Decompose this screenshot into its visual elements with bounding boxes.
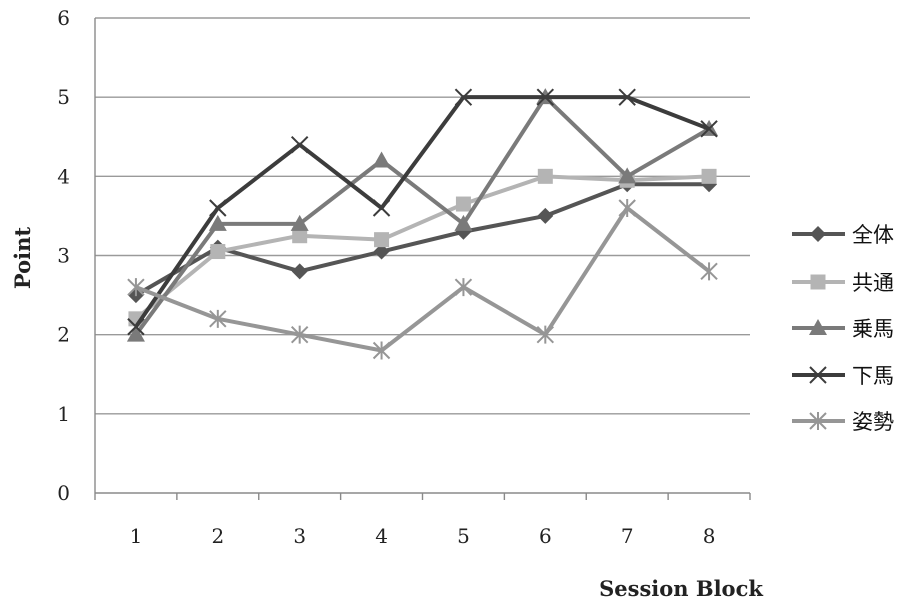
data-point xyxy=(372,341,391,360)
data-point xyxy=(700,262,718,281)
data-point xyxy=(208,214,227,231)
data-point xyxy=(700,120,718,138)
data-point xyxy=(290,135,309,154)
y-axis-title: Point xyxy=(10,227,35,289)
data-point xyxy=(536,325,555,344)
data-point xyxy=(372,199,391,217)
data-point xyxy=(209,309,227,328)
legend-item: 下馬 xyxy=(792,364,894,388)
y-tick-label: 3 xyxy=(57,244,70,268)
data-point xyxy=(455,196,471,212)
data-point xyxy=(126,325,145,342)
axes xyxy=(94,18,751,500)
data-point xyxy=(809,319,827,335)
series-star xyxy=(127,199,718,360)
series-line xyxy=(134,95,711,336)
data-point xyxy=(809,366,827,384)
data-point xyxy=(810,274,826,290)
data-point xyxy=(454,214,473,231)
data-point xyxy=(291,263,308,280)
tick-labels: 0 1 2 3 4 5 6 1 2 3 4 5 6 7 8 xyxy=(57,6,715,548)
series-line xyxy=(135,206,711,353)
data-point xyxy=(209,199,227,217)
data-point xyxy=(454,88,473,106)
data-point xyxy=(701,168,717,184)
series-lines xyxy=(126,88,719,360)
series-x xyxy=(127,88,718,336)
legend-label: 乗馬 xyxy=(852,317,894,341)
x-tick-label: 7 xyxy=(621,524,634,548)
legend-label: 共通 xyxy=(852,271,894,295)
series-line xyxy=(134,182,710,297)
y-tick-label: 0 xyxy=(57,481,70,505)
data-point xyxy=(292,228,308,244)
legend-item: 全体 xyxy=(792,223,894,247)
data-point xyxy=(290,214,309,231)
data-point xyxy=(537,168,553,184)
x-axis-title: Session Block xyxy=(599,576,763,601)
y-tick-label: 1 xyxy=(57,402,70,426)
legend-label: 姿勢 xyxy=(852,410,894,434)
legend-item: 姿勢 xyxy=(792,410,894,434)
x-tick-label: 1 xyxy=(130,524,143,548)
data-point xyxy=(537,207,554,224)
data-point xyxy=(536,88,555,106)
series-diamond xyxy=(127,176,718,304)
data-point xyxy=(454,278,473,297)
x-tick-label: 3 xyxy=(293,524,306,548)
x-tick-label: 5 xyxy=(457,524,470,548)
gridlines xyxy=(95,17,750,415)
legend-label: 全体 xyxy=(852,223,894,247)
data-point xyxy=(374,232,390,248)
data-point xyxy=(618,88,636,106)
y-tick-label: 6 xyxy=(57,6,70,30)
data-point xyxy=(127,278,145,297)
legend-item: 乗馬 xyxy=(792,317,894,341)
data-point xyxy=(809,412,827,430)
x-tick-label: 8 xyxy=(703,524,716,548)
data-point xyxy=(810,226,826,242)
x-tick-label: 4 xyxy=(375,524,388,548)
data-point xyxy=(127,318,145,336)
series-line xyxy=(134,95,710,328)
legend-item: 共通 xyxy=(792,271,894,295)
data-point xyxy=(373,243,390,260)
series-line xyxy=(134,174,710,321)
x-tick-label: 6 xyxy=(539,524,552,548)
x-tick-label: 2 xyxy=(211,524,224,548)
series-triangle xyxy=(126,88,719,342)
y-tick-label: 4 xyxy=(57,164,70,188)
data-point xyxy=(618,199,636,217)
legend-label: 下馬 xyxy=(852,364,894,388)
y-tick-label: 5 xyxy=(57,85,70,109)
data-point xyxy=(372,151,391,168)
data-point xyxy=(210,244,226,260)
y-tick-label: 2 xyxy=(57,323,70,347)
data-point xyxy=(618,167,637,184)
data-point xyxy=(290,325,309,344)
